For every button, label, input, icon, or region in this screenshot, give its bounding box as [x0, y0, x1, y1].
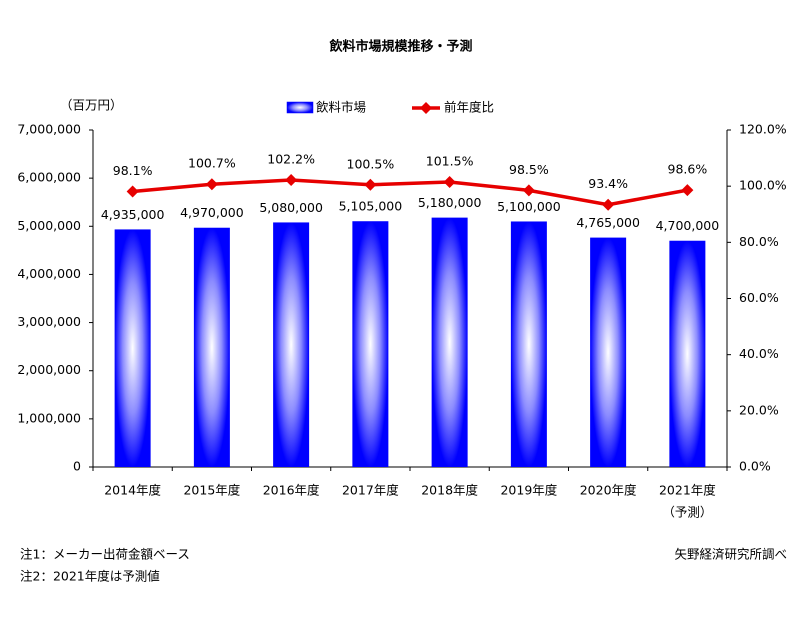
line-value-label: 101.5% [426, 153, 474, 168]
chart-title: 飲料市場規模推移・予測 [328, 39, 472, 55]
x-tick-label: 2019年度 [500, 483, 557, 498]
y2-tick-label: 100.0% [739, 178, 787, 193]
marker [602, 198, 615, 211]
legend-label: 飲料市場 [316, 100, 366, 115]
marker [443, 175, 456, 188]
y-tick-label: 2,000,000 [17, 362, 81, 377]
bar-value-label: 4,765,000 [576, 215, 640, 230]
y2-tick-label: 80.0% [739, 234, 779, 249]
bar [590, 237, 627, 467]
legend-swatch [286, 101, 314, 114]
y-tick-label: 6,000,000 [17, 170, 81, 185]
y-tick-label: 3,000,000 [17, 314, 81, 329]
y-tick-label: 4,000,000 [17, 266, 81, 281]
y-tick-label: 1,000,000 [17, 410, 81, 425]
line-value-label: 98.1% [113, 163, 153, 178]
bar-value-label: 4,700,000 [656, 218, 720, 233]
y-tick-label: 7,000,000 [17, 122, 81, 137]
y2-tick-label: 0.0% [739, 459, 771, 474]
marker [126, 185, 139, 198]
y2-tick-label: 20.0% [739, 402, 779, 417]
line-value-label: 100.7% [188, 156, 236, 171]
line-value-label: 93.4% [588, 176, 628, 191]
note: 注1：メーカー出荷金額ベース [20, 547, 190, 562]
x-tick-label: 2017年度 [342, 483, 399, 498]
legend-marker [420, 102, 432, 114]
line-value-label: 98.5% [509, 162, 549, 177]
marker [285, 173, 298, 186]
line [132, 178, 688, 207]
x-tick-label: 2014年度 [104, 483, 161, 498]
bar [193, 227, 230, 467]
bar-value-label: 5,180,000 [418, 195, 482, 210]
y-tick-label: 5,000,000 [17, 218, 81, 233]
bar [510, 221, 547, 467]
note: 注2：2021年度は予測値 [20, 569, 160, 584]
x-tick-label: 2015年度 [183, 483, 240, 498]
x-tick-label: 2018年度 [421, 483, 478, 498]
y-axis-label: （百万円） [60, 98, 123, 113]
y2-tick-label: 40.0% [739, 346, 779, 361]
y2-tick-label: 120.0% [739, 122, 787, 137]
x-tick-label: 2020年度 [580, 483, 637, 498]
line-value-label: 102.2% [267, 151, 315, 166]
x-tick-label: 2021年度 [659, 483, 716, 498]
bar [114, 229, 151, 467]
marker [364, 178, 377, 191]
marker [522, 184, 535, 197]
x-tick-label: 2016年度 [263, 483, 320, 498]
bar [431, 217, 468, 467]
source: 矢野経済研究所調べ [674, 547, 787, 562]
y-tick-label: 0 [73, 459, 81, 474]
marker [681, 184, 694, 197]
bar-value-label: 4,935,000 [101, 207, 165, 222]
bar [669, 240, 706, 467]
bar-value-label: 4,970,000 [180, 205, 244, 220]
legend-label: 前年度比 [444, 100, 494, 115]
bar-value-label: 5,080,000 [259, 200, 323, 215]
line-value-label: 98.6% [668, 162, 708, 177]
bar-value-label: 5,100,000 [497, 199, 561, 214]
bar [273, 222, 310, 467]
marker [205, 178, 218, 191]
y2-tick-label: 60.0% [739, 290, 779, 305]
bar [352, 221, 389, 467]
forecast-note: （予測） [662, 505, 712, 520]
bar-value-label: 5,105,000 [339, 199, 403, 214]
line-value-label: 100.5% [347, 156, 395, 171]
